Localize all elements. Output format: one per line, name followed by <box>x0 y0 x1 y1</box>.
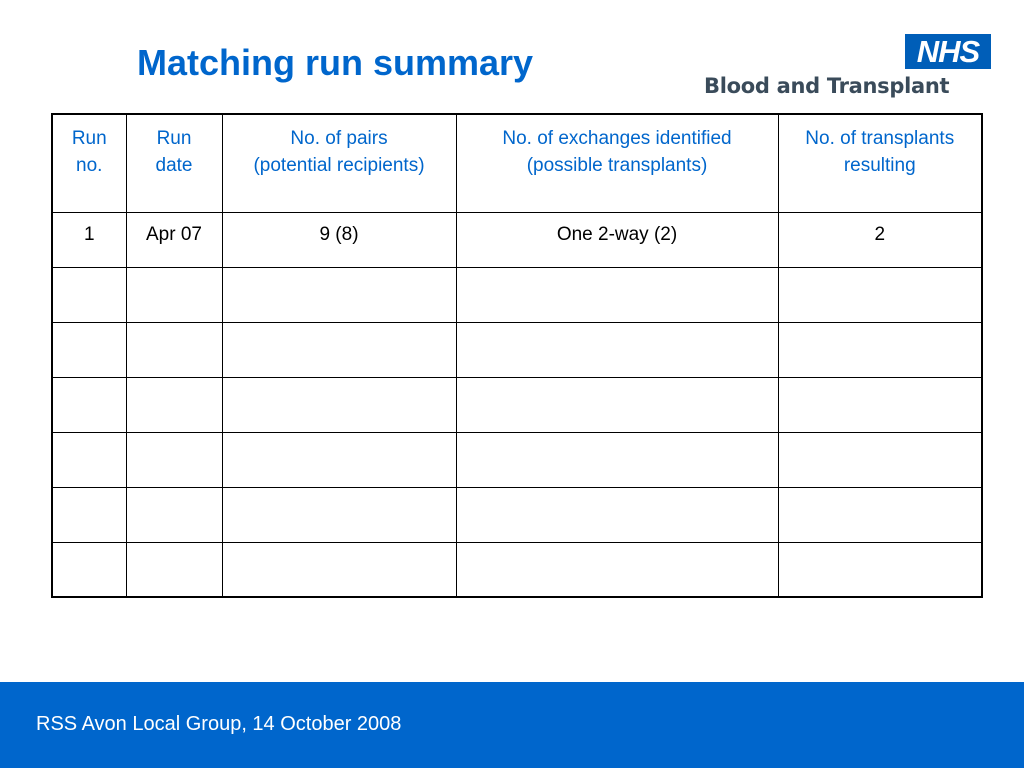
table-cell <box>125 376 223 433</box>
footer-text: RSS Avon Local Group, 14 October 2008 <box>36 713 402 735</box>
table-cell: 1 <box>51 211 127 268</box>
slide-title: Matching run summary <box>137 42 534 83</box>
table-cell <box>51 266 127 323</box>
nhs-badge: NHS <box>905 34 991 69</box>
table-cell <box>51 486 127 543</box>
table-cell: 9 (8) <box>221 211 457 268</box>
header-run-no: Run no. <box>51 113 127 213</box>
table-row <box>51 541 983 598</box>
header-run-date: Run date <box>125 113 223 213</box>
table-cell <box>455 486 779 543</box>
table-cell <box>777 376 983 433</box>
table-cell <box>125 321 223 378</box>
table-cell <box>455 541 779 598</box>
nhs-blood-and-transplant-logo: NHS Blood and Transplant <box>704 34 994 104</box>
matching-run-summary-table: Run no. Run date No. of pairs (potential… <box>51 113 983 598</box>
table-cell <box>51 431 127 488</box>
footer-bar: RSS Avon Local Group, 14 October 2008 <box>0 682 1024 768</box>
table-cell: 2 <box>777 211 983 268</box>
table-row <box>51 486 983 543</box>
table-row <box>51 321 983 378</box>
table-cell <box>125 431 223 488</box>
table-cell <box>221 431 457 488</box>
table-cell <box>221 266 457 323</box>
table-cell <box>777 321 983 378</box>
table-row: 1 Apr 07 9 (8) One 2-way (2) 2 <box>51 211 983 268</box>
table-row <box>51 431 983 488</box>
table-cell <box>221 486 457 543</box>
table-cell <box>777 266 983 323</box>
table-cell <box>51 541 127 598</box>
header-no-of-exchanges: No. of exchanges identified (possible tr… <box>455 113 779 213</box>
table-cell <box>777 431 983 488</box>
table-cell <box>221 321 457 378</box>
header-no-of-transplants: No. of transplants resulting <box>777 113 983 213</box>
logo-org-name: Blood and Transplant <box>704 74 950 98</box>
table-cell <box>125 541 223 598</box>
table-header-row: Run no. Run date No. of pairs (potential… <box>51 113 983 213</box>
table-cell: Apr 07 <box>125 211 223 268</box>
table-cell: One 2-way (2) <box>455 211 779 268</box>
table-cell <box>125 266 223 323</box>
table-cell <box>221 376 457 433</box>
table-cell <box>125 486 223 543</box>
table-row <box>51 266 983 323</box>
table-cell <box>455 376 779 433</box>
table-cell <box>455 266 779 323</box>
table-cell <box>455 431 779 488</box>
table-cell <box>777 541 983 598</box>
table-row <box>51 376 983 433</box>
table-cell <box>51 376 127 433</box>
table-cell <box>455 321 779 378</box>
table-cell <box>777 486 983 543</box>
table-cell <box>221 541 457 598</box>
table-cell <box>51 321 127 378</box>
header-no-of-pairs: No. of pairs (potential recipients) <box>221 113 457 213</box>
